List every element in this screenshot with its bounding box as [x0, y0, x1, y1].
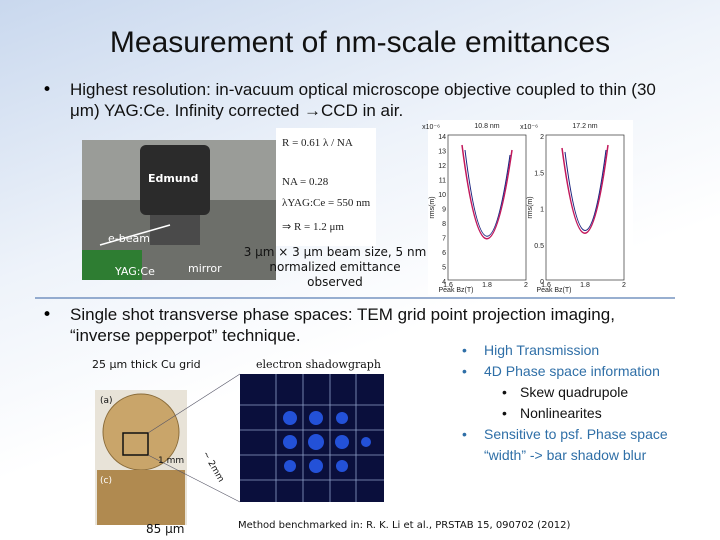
plot-text: 0 [540, 279, 544, 286]
grid-bars [240, 374, 384, 502]
bullet-dot: • [502, 384, 507, 400]
plot-text: 1 [540, 207, 544, 214]
equation: ⇒ R = 1.2 μm [282, 221, 344, 233]
beam-note: 3 μm × 3 μm beam size, 5 nm normalized e… [243, 245, 427, 289]
grid-label: 1 mm [158, 456, 185, 466]
grid-caption: 25 μm thick Cu grid [92, 358, 201, 371]
bullet-dot: • [42, 305, 53, 325]
shadow-caption: electron shadowgraph [256, 358, 381, 371]
plot-text: 8 [442, 221, 446, 228]
beamlets [283, 411, 371, 473]
grid-label: (a) [100, 396, 113, 406]
grid-zoom [97, 470, 185, 525]
yag-holder [82, 250, 142, 280]
bullet: Highest resolution: in-vacuum optical mi… [70, 80, 656, 120]
plot-text: 0.5 [534, 243, 544, 250]
plot-text: 1.8 [482, 282, 492, 289]
plot-text: 4 [442, 279, 446, 286]
slide-title: Measurement of nm-scale emittances [109, 26, 611, 59]
bullet-dot: • [502, 405, 507, 421]
equation-box [276, 128, 376, 246]
plot-text: 9 [442, 207, 446, 214]
photo-label: Edmund [148, 172, 199, 185]
plot-text: 7 [442, 236, 446, 243]
plot-frame [447, 134, 527, 281]
photo-label: e-beam [108, 232, 150, 245]
plot-text: 17.2 nm [572, 123, 597, 130]
connector [147, 454, 241, 503]
plot-text: x10⁻⁶ [422, 124, 440, 131]
bullet-dot: • [462, 342, 467, 358]
plot-text: 2 [524, 282, 528, 289]
plot-text: 1.8 [580, 282, 590, 289]
photo-label: YAG:Ce [115, 265, 155, 278]
plot-text: 14 [438, 134, 446, 141]
feature: High Transmission [484, 342, 600, 358]
objective-tip [150, 215, 200, 245]
fit-curve [464, 149, 511, 237]
equation: R = 0.61 λ / NA [282, 137, 353, 149]
fit-curve [461, 144, 513, 240]
fit-curve [564, 149, 607, 231]
plot-text: x10⁻⁶ [520, 124, 538, 131]
sub-feature: Nonlinearites [520, 405, 602, 421]
equation: NA = 0.28 [282, 176, 329, 188]
reference: Method benchmarked in: R. K. Li et al., … [238, 520, 571, 531]
plot-text: rms(m) [429, 196, 436, 218]
plot-text: 13 [438, 149, 446, 156]
plot-text: 1.6 [541, 282, 551, 289]
connector [147, 373, 241, 434]
plot-text: 5 [442, 265, 446, 272]
arrow [99, 224, 171, 246]
plot-text: Peak Bz(T) [536, 287, 571, 294]
plot-text: 11 [439, 178, 446, 185]
grid-label: (c) [100, 476, 112, 486]
plot-text: 1.5 [534, 170, 544, 177]
grid-label: 85 μm [146, 522, 185, 536]
selection [122, 432, 149, 456]
fit-curve [561, 144, 609, 234]
feature: Sensitive to psf. Phase space “width” ->… [484, 426, 668, 463]
plot-text: rms(m) [527, 196, 534, 218]
plot-text: 10.8 nm [474, 123, 499, 130]
equation: λYAG:Ce = 550 nm [282, 197, 371, 209]
bullet: Single shot transverse phase spaces: TEM… [70, 305, 615, 345]
plot-text: 1.6 [443, 282, 453, 289]
feature: 4D Phase space information [484, 363, 660, 379]
photo-label: mirror [188, 262, 222, 275]
plot-text: Peak Bz(T) [438, 287, 473, 294]
bullet-dot: • [462, 363, 467, 379]
plot-text: 2 [540, 134, 544, 141]
objective [140, 145, 210, 215]
sub-feature: Skew quadrupole [520, 384, 629, 400]
plot-text: 2 [622, 282, 626, 289]
bullet-dot: • [462, 426, 467, 442]
plot-text: 10 [438, 192, 446, 199]
plot-text: 12 [438, 163, 446, 170]
plot-frame [545, 134, 625, 281]
plot-text: 6 [442, 250, 446, 257]
bullet-dot: • [42, 80, 53, 100]
